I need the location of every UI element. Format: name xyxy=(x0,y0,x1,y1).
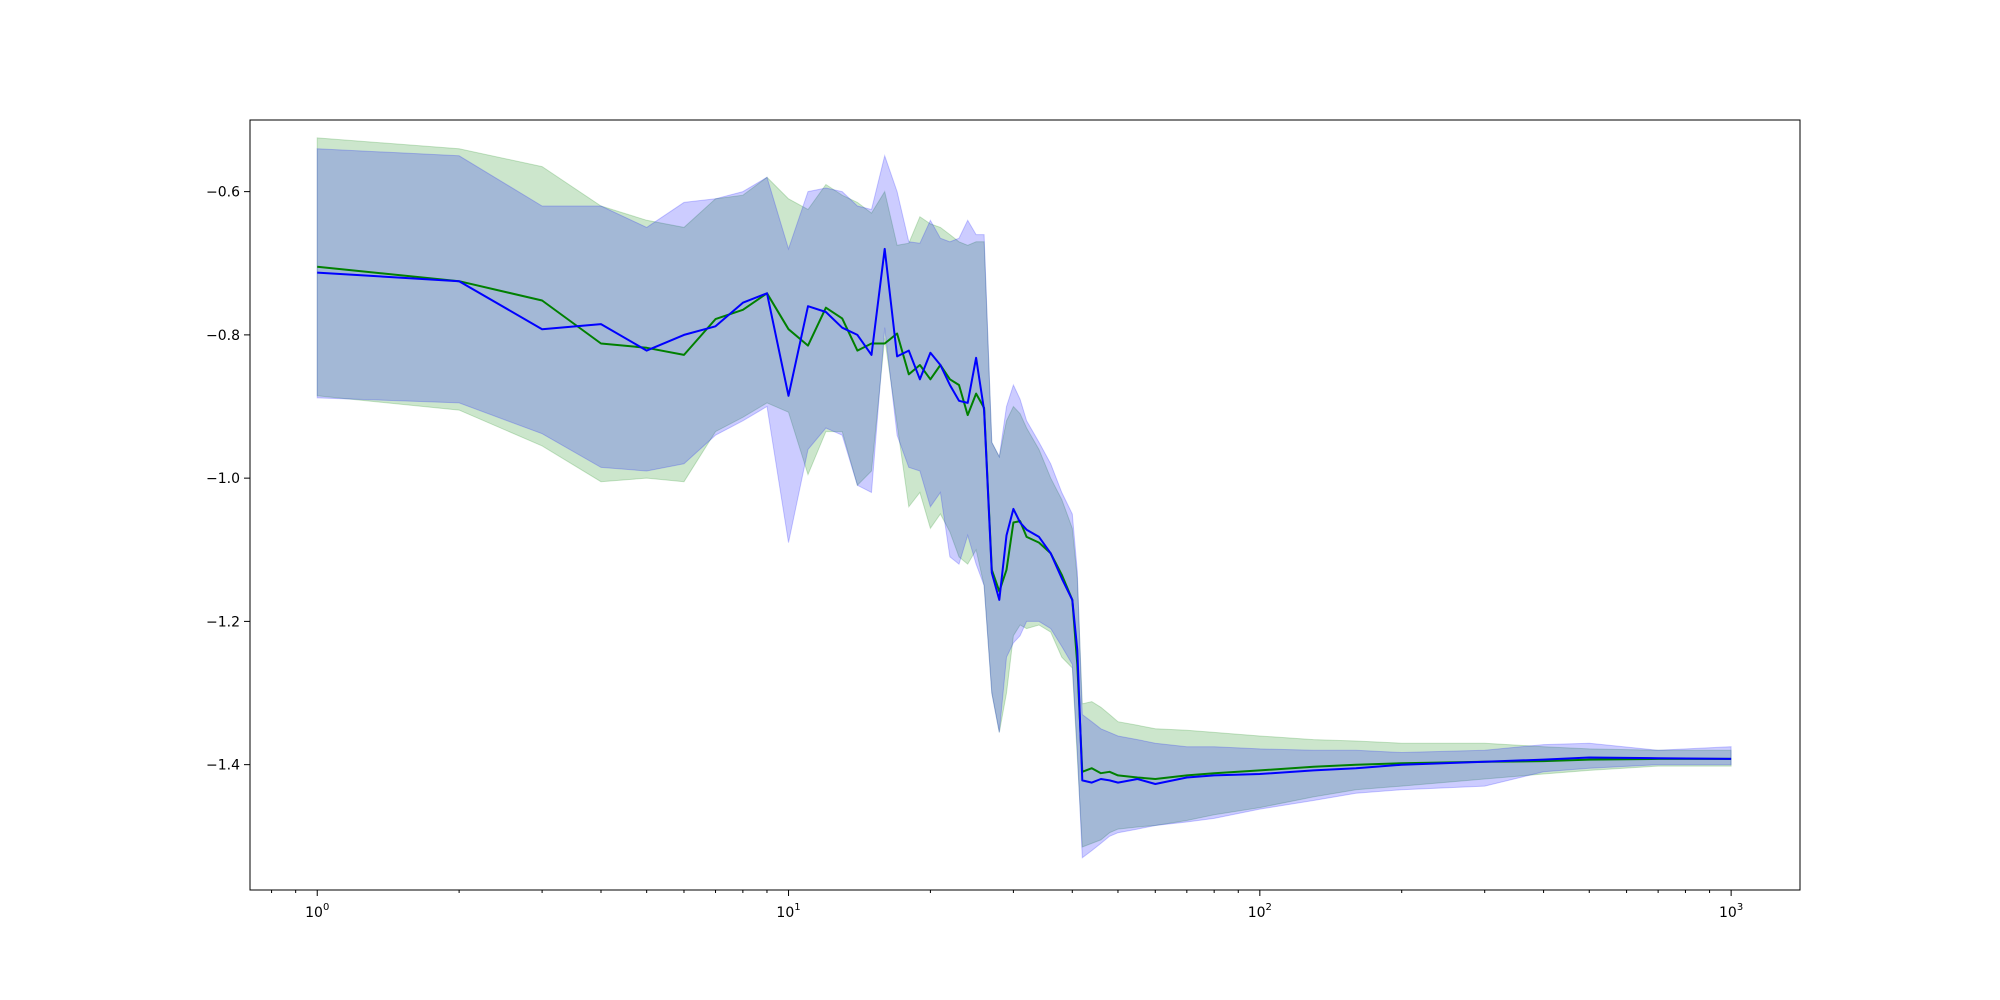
band-0 xyxy=(316,137,1732,848)
x-tick-label: 101 xyxy=(776,902,800,921)
x-tick-label: 100 xyxy=(305,902,329,921)
confidence-bands xyxy=(316,137,1732,859)
y-tick-label: −0.8 xyxy=(206,328,240,344)
y-tick-label: −1.4 xyxy=(206,758,240,774)
x-tick-label: 103 xyxy=(1719,902,1743,921)
plot-frame xyxy=(249,119,1801,891)
y-tick-label: −1.2 xyxy=(206,614,240,630)
x-tick-label: 102 xyxy=(1248,902,1272,921)
x-axis: 100 101 102 103 xyxy=(271,890,1743,921)
y-tick-label: −1.0 xyxy=(206,471,240,487)
y-tick-label: −0.6 xyxy=(206,185,240,201)
series-line-1 xyxy=(317,247,1732,785)
band-1 xyxy=(316,148,1732,859)
y-axis: −0.6 −0.8 −1.0 −1.2 −1.4 xyxy=(206,185,250,774)
series-lines xyxy=(317,247,1732,785)
